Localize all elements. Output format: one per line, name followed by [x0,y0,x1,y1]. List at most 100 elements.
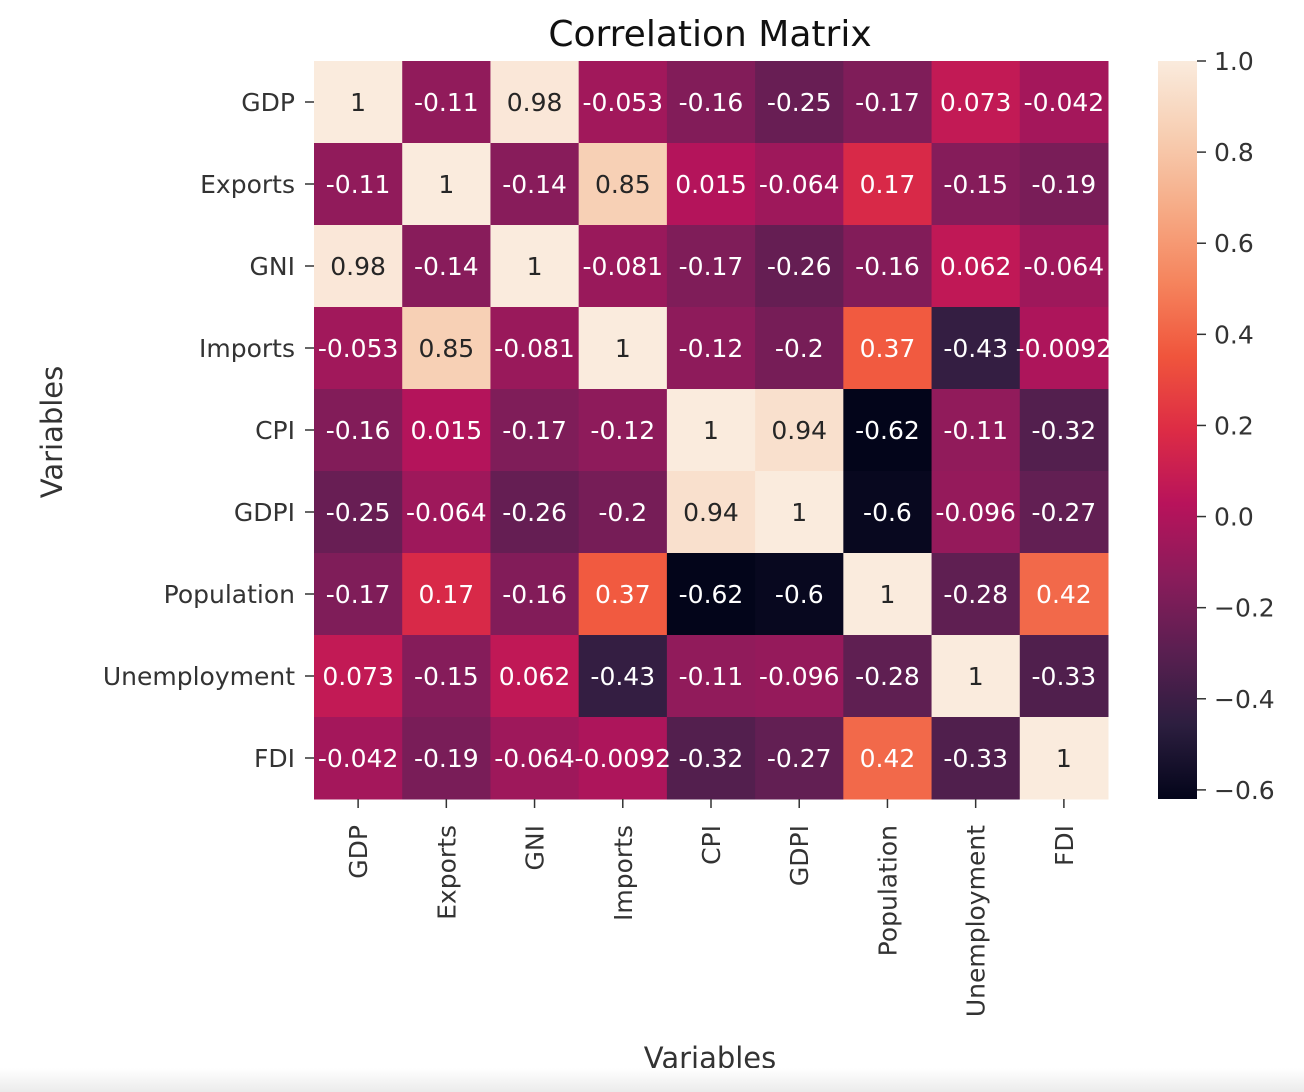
cell-label: 0.015 [675,170,747,199]
y-axis-ticks: GDP Exports GNI Imports CPI GDPI Population Une… [103,88,314,773]
cell-label: -0.2 [775,334,824,363]
heatmap-cell [402,307,491,390]
cell-label: -0.6 [775,580,824,609]
x-tick-label: Unemployment [962,825,991,1017]
heatmap-cell [578,389,668,472]
cell-label: -0.43 [943,334,1008,363]
cell-label: -0.081 [582,252,663,281]
heatmap-cell [666,307,756,390]
cell-label: 0.17 [860,170,916,199]
heatmap-cell [490,553,580,636]
x-tick-label: FDI [1050,825,1079,866]
heatmap-cell [314,471,403,554]
heatmap-cell [490,471,580,554]
heatmap-cell [931,307,1021,390]
cell-label: 1 [615,334,631,363]
cell-label: -0.6 [863,498,912,527]
cell-label: -0.27 [767,744,832,773]
heatmap-cell [843,471,933,554]
heatmap-cell [931,143,1021,226]
heatmap-cell [490,143,580,226]
heatmap-cell [755,225,844,308]
heatmap-cell [843,389,933,472]
y-tick-label: Imports [199,334,295,363]
heatmap-cell [314,389,403,472]
cell-label: 0.94 [771,416,827,445]
heatmap-cell [578,225,668,308]
cell-label: -0.33 [943,744,1008,773]
cell-label: -0.32 [679,744,744,773]
cell-label: 0.062 [940,252,1012,281]
heatmap-cell [931,225,1021,308]
heatmap-cell [843,553,933,636]
x-tick-label: Imports [609,825,638,921]
cell-label: -0.16 [326,416,391,445]
cell-label: -0.0092 [1016,334,1113,363]
heatmap-cell [931,471,1021,554]
cell-label: -0.15 [943,170,1008,199]
cell-label: 1 [350,88,366,117]
heatmap-cell [490,389,580,472]
cell-label: -0.12 [679,334,744,363]
y-tick-label: FDI [254,744,295,773]
y-axis-label: Variables [35,366,69,499]
cell-label: -0.14 [502,170,567,199]
heatmap-cell [843,225,933,308]
cell-label: 1 [438,170,454,199]
cell-label: -0.14 [414,252,479,281]
heatmap-cell [1019,553,1109,636]
heatmap-cell [931,389,1021,472]
colorbar-tick-label: 1.0 [1214,47,1254,76]
cell-label: -0.0092 [575,744,672,773]
y-tick-label: GDPI [234,498,295,527]
x-tick-label: GDPI [785,825,814,886]
cell-label: -0.17 [679,252,744,281]
cell-label: 0.98 [507,88,563,117]
cell-label: 0.17 [418,580,474,609]
cell-label: -0.16 [502,580,567,609]
cell-label: -0.053 [318,334,399,363]
heatmap-cell [666,225,756,308]
cell-label: -0.081 [494,334,575,363]
cell-label: 1 [879,580,895,609]
heatmap-cell [666,635,756,718]
heatmap-cell [578,307,668,390]
cell-label: -0.053 [582,88,663,117]
cell-label: -0.26 [767,252,832,281]
heatmap-cell [1019,471,1109,554]
heatmap-cell [1019,143,1109,226]
heatmap-cell [490,635,580,718]
y-tick-label: Unemployment [103,662,295,691]
cell-label: 0.42 [1036,580,1092,609]
heatmap-cell [666,717,756,800]
cell-label: 0.98 [330,252,386,281]
heatmap-cell [666,389,756,472]
heatmap-cell [755,635,844,718]
heatmap-cell [314,553,403,636]
cell-label: -0.11 [943,416,1008,445]
heatmap-cell [755,717,844,800]
heatmap-cell [402,553,491,636]
heatmap-cell [755,389,844,472]
x-tick-label: GNI [521,825,550,870]
heatmap-cell [755,553,844,636]
heatmap-cell-labels: 1 -0.11 0.98 -0.053 -0.16 -0.25 -0.17 0.073 -0.0… [318,88,1112,773]
colorbar-tick-label: −0.2 [1214,594,1275,623]
heatmap-cell [314,143,403,226]
cell-label: 1 [527,252,543,281]
cell-label: -0.11 [326,170,391,199]
cell-label: -0.17 [855,88,920,117]
cell-label: 0.015 [411,416,483,445]
heatmap-cell [931,717,1021,800]
y-tick-label: GNI [250,252,295,281]
x-tick-label: Population [873,825,902,956]
heatmap-cell [578,143,668,226]
colorbar [1158,61,1197,799]
cell-label: -0.042 [318,744,399,773]
cell-label: -0.25 [326,498,391,527]
cell-label: -0.27 [1032,498,1097,527]
cell-label: -0.17 [502,416,567,445]
heatmap-cell [490,307,580,390]
cell-label: -0.26 [502,498,567,527]
